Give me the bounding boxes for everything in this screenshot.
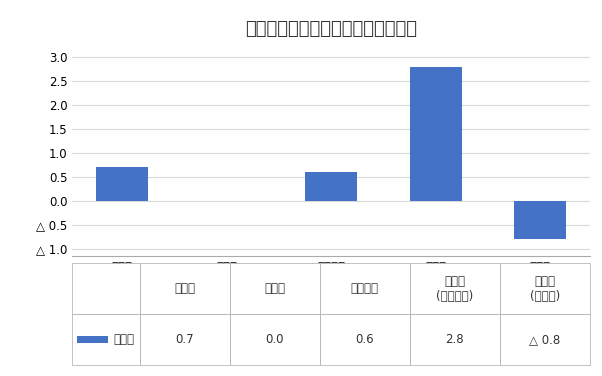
Text: 地方圈
(地方四市): 地方圈 (地方四市) [436,274,473,303]
Bar [229,263,320,314]
Bar [320,263,410,314]
Bar [320,314,410,365]
Text: 名古屋圈: 名古屋圈 [351,282,379,295]
Bar [140,263,229,314]
Bar [409,67,462,201]
Bar [410,314,500,365]
Text: 2.8: 2.8 [445,333,464,346]
Title: 圈域別公示地価の対前年平均変動率: 圈域別公示地価の対前年平均変動率 [245,20,417,38]
Text: 東京圈: 東京圈 [174,282,195,295]
Text: 変動率: 変動率 [114,333,135,346]
Text: 0.7: 0.7 [175,333,194,346]
Bar [410,263,500,314]
Bar [140,314,229,365]
Bar [78,336,108,343]
Text: 0.0: 0.0 [265,333,284,346]
Bar [96,167,148,201]
Bar [500,263,590,314]
Text: 大阪圈: 大阪圈 [264,282,285,295]
Text: △ 0.8: △ 0.8 [529,333,560,346]
Text: 地方圈
(その他): 地方圈 (その他) [530,274,560,303]
Bar [500,314,590,365]
Bar [72,263,140,314]
Bar [72,314,140,365]
Bar [229,314,320,365]
Bar [514,201,566,239]
Bar [305,172,357,201]
Text: 0.6: 0.6 [355,333,374,346]
